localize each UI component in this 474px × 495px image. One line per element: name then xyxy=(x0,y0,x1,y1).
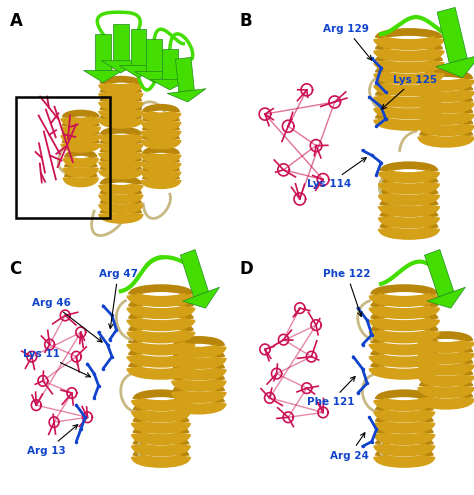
Polygon shape xyxy=(113,24,128,61)
Polygon shape xyxy=(425,249,454,297)
Text: Lys 114: Lys 114 xyxy=(307,157,366,189)
Text: Arg 129: Arg 129 xyxy=(323,24,372,60)
Polygon shape xyxy=(427,287,465,308)
Text: Arg 46: Arg 46 xyxy=(32,297,102,342)
Polygon shape xyxy=(83,70,123,83)
Text: Phe 122: Phe 122 xyxy=(323,269,371,316)
Polygon shape xyxy=(101,61,140,73)
Text: D: D xyxy=(239,260,253,278)
Text: C: C xyxy=(9,260,22,278)
Polygon shape xyxy=(150,80,190,90)
Polygon shape xyxy=(135,72,174,83)
Polygon shape xyxy=(175,57,194,92)
Text: B: B xyxy=(239,12,252,30)
Text: Phe 121: Phe 121 xyxy=(307,377,355,407)
Text: Arg 24: Arg 24 xyxy=(330,433,369,460)
Polygon shape xyxy=(131,29,146,65)
Bar xyxy=(16,97,109,218)
Polygon shape xyxy=(180,249,209,297)
Text: Lys 125: Lys 125 xyxy=(382,75,437,109)
Polygon shape xyxy=(95,34,111,70)
Polygon shape xyxy=(162,49,178,80)
Polygon shape xyxy=(437,7,467,63)
Polygon shape xyxy=(182,287,219,308)
Polygon shape xyxy=(167,89,206,102)
Text: Arg 13: Arg 13 xyxy=(27,425,78,456)
Text: Lys 11: Lys 11 xyxy=(23,348,91,377)
Polygon shape xyxy=(436,55,474,78)
Text: Arg 47: Arg 47 xyxy=(99,269,137,328)
Polygon shape xyxy=(119,65,158,78)
Text: A: A xyxy=(9,12,22,30)
Polygon shape xyxy=(146,39,162,72)
